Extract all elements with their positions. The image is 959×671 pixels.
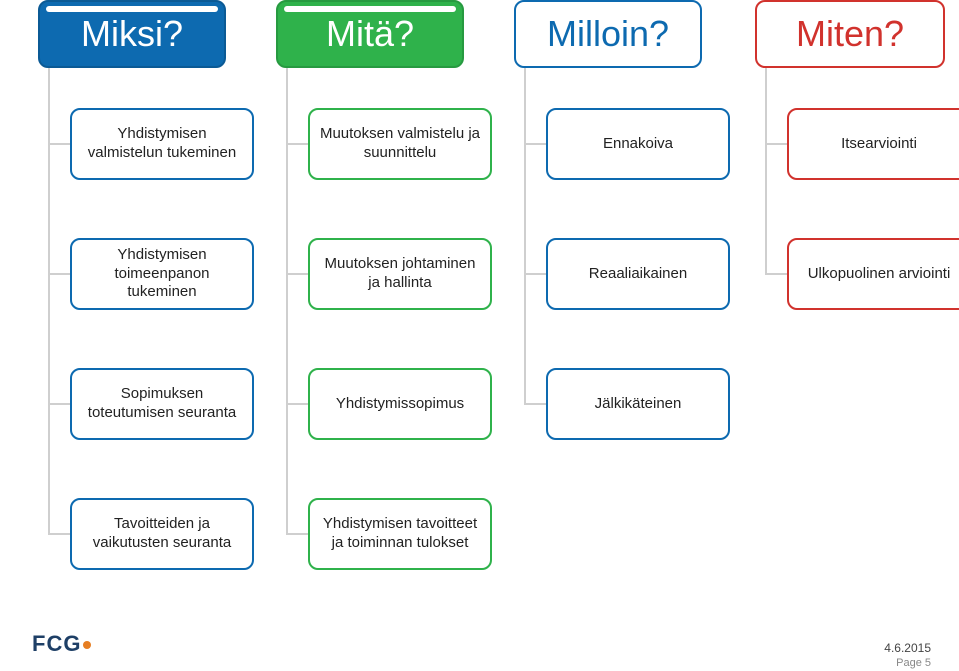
connector-line <box>765 273 787 275</box>
content-box: Yhdistymisen toimeenpanon tukeminen <box>70 238 254 310</box>
content-box-label: Tavoitteiden ja vaikutusten seuranta <box>80 515 244 553</box>
content-box: Itsearviointi <box>787 108 959 180</box>
connector-line <box>765 143 787 145</box>
content-box-label: Itsearviointi <box>841 135 917 154</box>
footer-page: Page 5 <box>896 657 931 669</box>
connector-line <box>48 403 70 405</box>
content-box: Muutoksen johtaminen ja hallinta <box>308 238 492 310</box>
column-header-label: Miten? <box>796 13 904 55</box>
content-box-label: Ulkopuolinen arviointi <box>808 265 951 284</box>
footer-logo: FCG <box>32 631 91 657</box>
footer-date: 4.6.2015 <box>884 641 931 655</box>
spine-line <box>48 68 50 534</box>
connector-line <box>524 403 546 405</box>
content-box-label: Yhdistymisen valmistelun tukeminen <box>80 125 244 163</box>
column-header-1: Mitä? <box>276 0 464 68</box>
connector-line <box>524 143 546 145</box>
connector-line <box>524 273 546 275</box>
connector-line <box>48 533 70 535</box>
content-box-label: Yhdistymissopimus <box>336 395 464 414</box>
connector-line <box>48 143 70 145</box>
content-box: Yhdistymisen valmistelun tukeminen <box>70 108 254 180</box>
content-box-label: Sopimuksen toteutumisen seuranta <box>80 385 244 423</box>
content-box-label: Muutoksen valmistelu ja suunnittelu <box>318 125 482 163</box>
content-box: Tavoitteiden ja vaikutusten seuranta <box>70 498 254 570</box>
connector-line <box>286 143 308 145</box>
footer-logo-text: FCG <box>32 631 81 656</box>
spine-line <box>286 68 288 534</box>
content-box-label: Yhdistymisen toimeenpanon tukeminen <box>80 246 244 302</box>
connector-line <box>286 273 308 275</box>
column-header-label: Miksi? <box>81 13 183 55</box>
connector-line <box>286 533 308 535</box>
connector-line <box>48 273 70 275</box>
spine-line <box>765 68 767 274</box>
diagram-canvas: Miksi? Mitä? Milloin? Miten? Yhdistymisen va… <box>0 0 959 671</box>
content-box-label: Jälkikäteinen <box>595 395 682 414</box>
content-box-label: Reaaliaikainen <box>589 265 687 284</box>
column-header-label: Mitä? <box>326 13 414 55</box>
content-box-label: Yhdistymisen tavoitteet ja toiminnan tul… <box>318 515 482 553</box>
content-box: Muutoksen valmistelu ja suunnittelu <box>308 108 492 180</box>
spine-line <box>524 68 526 404</box>
content-box: Reaaliaikainen <box>546 238 730 310</box>
column-header-2: Milloin? <box>514 0 702 68</box>
content-box: Yhdistymisen tavoitteet ja toiminnan tul… <box>308 498 492 570</box>
content-box: Ulkopuolinen arviointi <box>787 238 959 310</box>
column-header-3: Miten? <box>755 0 945 68</box>
content-box: Yhdistymissopimus <box>308 368 492 440</box>
connector-line <box>286 403 308 405</box>
content-box-label: Ennakoiva <box>603 135 673 154</box>
footer-logo-dot-icon <box>83 641 91 649</box>
column-header-label: Milloin? <box>547 13 669 55</box>
content-box: Sopimuksen toteutumisen seuranta <box>70 368 254 440</box>
content-box: Jälkikäteinen <box>546 368 730 440</box>
content-box: Ennakoiva <box>546 108 730 180</box>
content-box-label: Muutoksen johtaminen ja hallinta <box>318 255 482 293</box>
column-header-0: Miksi? <box>38 0 226 68</box>
